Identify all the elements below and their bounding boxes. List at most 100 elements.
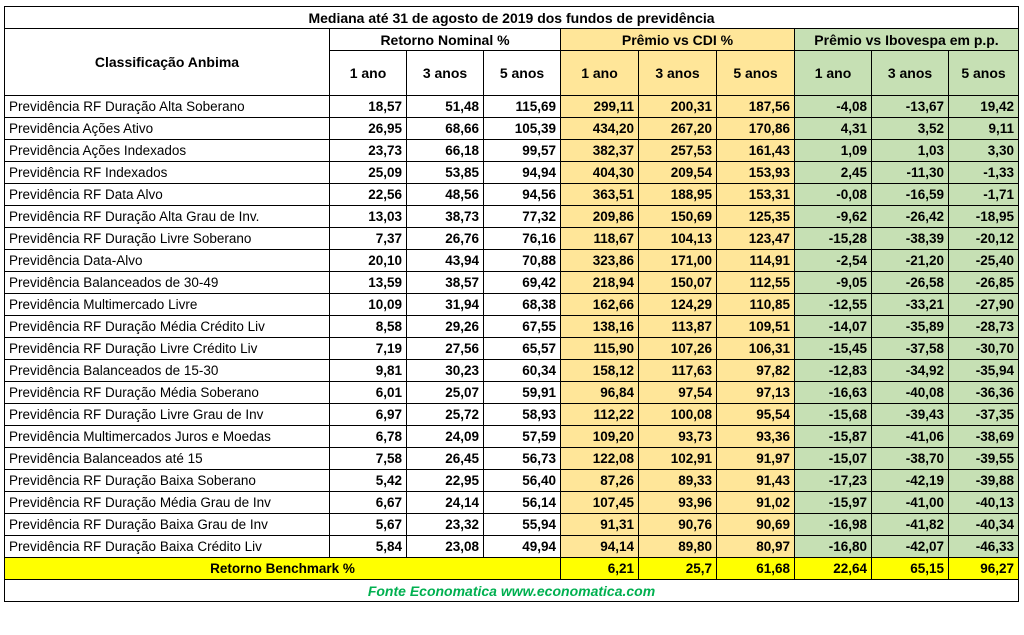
value-cell: 27,56: [406, 337, 484, 360]
value-cell: 7,37: [329, 227, 407, 250]
value-cell: -39,88: [948, 469, 1019, 492]
fund-class-name: Previdência Multimercados Juros e Moedas: [4, 425, 330, 448]
value-cell: 6,67: [329, 491, 407, 514]
value-cell: 53,85: [406, 161, 484, 184]
value-cell: 55,94: [483, 513, 561, 536]
value-cell: 257,53: [638, 139, 717, 162]
value-cell: 91,43: [716, 469, 795, 492]
value-cell: 18,57: [329, 95, 407, 118]
table-row: Previdência RF Duração Livre Soberano 7,3…: [4, 227, 1019, 250]
col-header: 5 anos: [483, 50, 561, 96]
value-cell: -30,70: [948, 337, 1019, 360]
value-cell: 125,35: [716, 205, 795, 228]
value-cell: 171,00: [638, 249, 717, 272]
value-cell: 102,91: [638, 447, 717, 470]
value-cell: 7,58: [329, 447, 407, 470]
value-cell: -11,30: [871, 161, 949, 184]
value-cell: 9,11: [948, 117, 1019, 140]
value-cell: 51,48: [406, 95, 484, 118]
value-cell: 56,73: [483, 447, 561, 470]
value-cell: 5,84: [329, 535, 407, 558]
value-cell: -39,55: [948, 447, 1019, 470]
value-cell: 8,58: [329, 315, 407, 338]
group-header-nominal: Retorno Nominal %: [329, 28, 561, 51]
table-row: Previdência Data-Alvo 20,10 43,94 70,88 323,…: [4, 249, 1019, 272]
table-row: Previdência RF Duração Livre Crédito Liv…: [4, 337, 1019, 360]
value-cell: 22,95: [406, 469, 484, 492]
value-cell: -26,42: [871, 205, 949, 228]
value-cell: 107,45: [560, 491, 639, 514]
fund-class-name: Previdência RF Duração Livre Crédito Liv: [4, 337, 330, 360]
value-cell: 22,56: [329, 183, 407, 206]
value-cell: 124,29: [638, 293, 717, 316]
value-cell: -40,08: [871, 381, 949, 404]
value-cell: 56,14: [483, 491, 561, 514]
value-cell: 112,22: [560, 403, 639, 426]
value-cell: 404,30: [560, 161, 639, 184]
value-cell: 138,16: [560, 315, 639, 338]
value-cell: 49,94: [483, 535, 561, 558]
value-cell: 94,94: [483, 161, 561, 184]
footer-row: Fonte Economatica www.economatica.com: [4, 579, 1019, 602]
value-cell: 123,47: [716, 227, 795, 250]
value-cell: 100,08: [638, 403, 717, 426]
value-cell: 110,85: [716, 293, 795, 316]
value-cell: -12,55: [794, 293, 872, 316]
value-cell: -46,33: [948, 535, 1019, 558]
table-row: Previdência RF Duração Média Soberano 6,0…: [4, 381, 1019, 404]
value-cell: -40,34: [948, 513, 1019, 536]
value-cell: 1,03: [871, 139, 949, 162]
value-cell: 95,54: [716, 403, 795, 426]
value-cell: -25,40: [948, 249, 1019, 272]
benchmark-value: 25,7: [638, 557, 717, 580]
source-note: Fonte Economatica www.economatica.com: [4, 579, 1019, 602]
value-cell: 200,31: [638, 95, 717, 118]
benchmark-value: 65,15: [871, 557, 949, 580]
table-row: Previdência RF Duração Baixa Grau de Inv…: [4, 513, 1019, 536]
row-header-label: Classificação Anbima: [4, 28, 330, 96]
value-cell: -27,90: [948, 293, 1019, 316]
table-row: Previdência RF Duração Livre Grau de Inv…: [4, 403, 1019, 426]
value-cell: 218,94: [560, 271, 639, 294]
value-cell: 162,66: [560, 293, 639, 316]
fund-class-name: Previdência Ações Ativo: [4, 117, 330, 140]
value-cell: 65,57: [483, 337, 561, 360]
value-cell: -38,39: [871, 227, 949, 250]
value-cell: 93,73: [638, 425, 717, 448]
value-cell: -33,21: [871, 293, 949, 316]
value-cell: 161,43: [716, 139, 795, 162]
value-cell: 43,94: [406, 249, 484, 272]
fund-class-name: Previdência RF Indexados: [4, 161, 330, 184]
value-cell: 382,37: [560, 139, 639, 162]
value-cell: 26,95: [329, 117, 407, 140]
value-cell: -41,00: [871, 491, 949, 514]
value-cell: 24,14: [406, 491, 484, 514]
value-cell: 66,18: [406, 139, 484, 162]
value-cell: 434,20: [560, 117, 639, 140]
value-cell: 1,09: [794, 139, 872, 162]
value-cell: 7,19: [329, 337, 407, 360]
fund-class-name: Previdência RF Duração Livre Grau de Inv: [4, 403, 330, 426]
fund-class-name: Previdência RF Duração Média Crédito Liv: [4, 315, 330, 338]
value-cell: 267,20: [638, 117, 717, 140]
table-row: Previdência Multimercado Livre 10,09 31,94…: [4, 293, 1019, 316]
value-cell: 5,42: [329, 469, 407, 492]
value-cell: 112,55: [716, 271, 795, 294]
table-title: Mediana até 31 de agosto de 2019 dos fun…: [4, 6, 1019, 29]
table-row: Previdência Ações Ativo 26,95 68,66 105,39 4…: [4, 117, 1019, 140]
value-cell: -40,13: [948, 491, 1019, 514]
table-row: Previdência RF Duração Baixa Soberano 5,4…: [4, 469, 1019, 492]
table-row: Previdência Ações Indexados 23,73 66,18 99,…: [4, 139, 1019, 162]
value-cell: 150,69: [638, 205, 717, 228]
value-cell: -16,59: [871, 183, 949, 206]
value-cell: 105,39: [483, 117, 561, 140]
value-cell: 109,20: [560, 425, 639, 448]
table-row: Previdência RF Duração Média Crédito Liv…: [4, 315, 1019, 338]
group-header-row: Classificação Anbima Retorno Nominal % P…: [4, 28, 1019, 96]
sub-header-row: 1 ano 3 anos 5 anos 1 ano 3 anos 5 anos …: [5, 50, 1019, 96]
value-cell: 80,97: [716, 535, 795, 558]
value-cell: 89,33: [638, 469, 717, 492]
value-cell: 93,96: [638, 491, 717, 514]
value-cell: 96,84: [560, 381, 639, 404]
table-row: Previdência Balanceados de 30-49 13,59 38,…: [4, 271, 1019, 294]
